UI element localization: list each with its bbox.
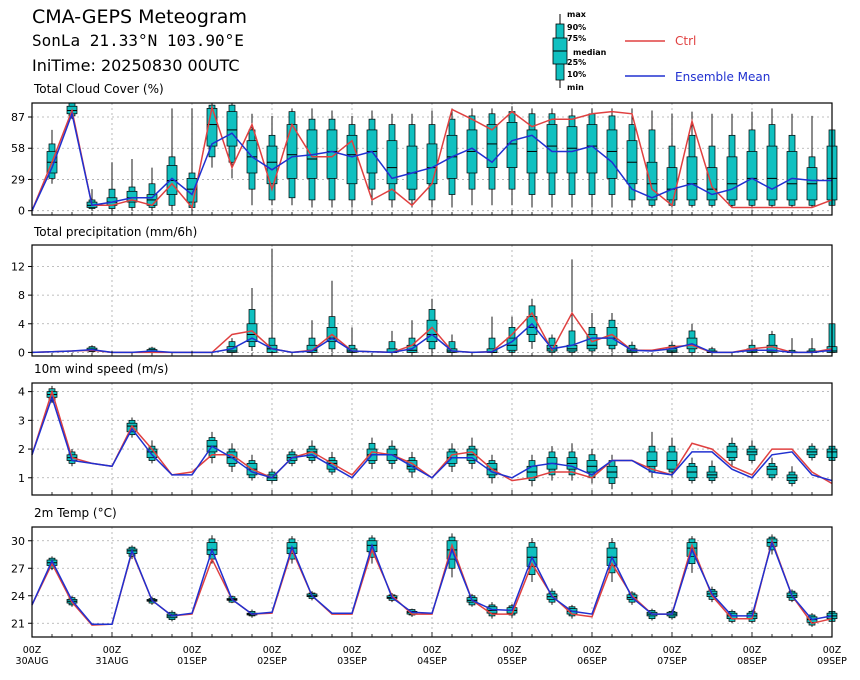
box-inner — [406, 460, 418, 470]
x-tick-label-hour: 00Z — [743, 645, 762, 656]
x-tick-label-date: 01SEP — [177, 656, 207, 667]
box-inner — [326, 460, 338, 470]
box-inner — [406, 145, 418, 190]
y-tick-label: 21 — [11, 617, 25, 630]
box-inner — [346, 134, 358, 185]
y-tick-label: 27 — [11, 562, 25, 575]
init-time-label: IniTime: 20250830 00UTC — [32, 56, 240, 75]
legend-box-label: 90% — [567, 23, 586, 32]
x-tick-label-hour: 00Z — [183, 645, 202, 656]
y-tick-label: 0 — [18, 346, 25, 359]
panel-title: 10m wind speed (m/s) — [34, 362, 168, 376]
header: CMA-GEPS Meteogram SonLa 21.33°N 103.90°… — [0, 0, 860, 100]
panel-2: Total precipitation (mm/6h) 0 4 8 12 — [11, 225, 838, 359]
y-tick-label: 12 — [11, 260, 25, 273]
box-inner — [266, 145, 278, 185]
legend-box-label: median — [573, 48, 607, 57]
legend-box-label: 10% — [567, 70, 586, 79]
x-tick-label-hour: 00Z — [583, 645, 602, 656]
box-inner — [546, 124, 558, 174]
x-tick-label-date: 07SEP — [657, 656, 687, 667]
legend-mean-label: Ensemble Mean — [675, 70, 770, 84]
y-tick-label: 2 — [18, 443, 25, 456]
legend-box-label: min — [567, 83, 584, 92]
x-tick-label-date: 05SEP — [497, 656, 527, 667]
y-tick-label: 8 — [18, 289, 25, 302]
x-tick-label-date: 03SEP — [337, 656, 367, 667]
y-tick-label: 1 — [18, 472, 25, 485]
mean-series-line — [31, 111, 832, 212]
x-tick-label-date: 04SEP — [417, 656, 447, 667]
box-inner — [246, 323, 258, 343]
panel-3: 10m wind speed (m/s) 1 2 3 4 — [18, 362, 838, 496]
x-tick-label-hour: 00Z — [423, 645, 442, 656]
panel-1: Total Cloud Cover (%) 0 29 58 87 — [11, 82, 838, 218]
box-inner — [526, 316, 538, 335]
y-tick-label: 58 — [11, 142, 25, 155]
mean-series-line — [31, 395, 833, 482]
box-inner — [326, 129, 338, 179]
x-tick-label-hour: 00Z — [663, 645, 682, 656]
y-tick-label: 4 — [18, 318, 25, 331]
x-tick-label-date: 09SEP — [817, 656, 847, 667]
x-tick-label-date: 02SEP — [257, 656, 287, 667]
box-inner — [486, 124, 498, 168]
x-tick-label-hour: 00Z — [23, 645, 42, 656]
x-tick-label-hour: 00Z — [503, 645, 522, 656]
box-inner — [586, 124, 598, 174]
x-tick-label-date: 08SEP — [737, 656, 767, 667]
box-inner — [746, 151, 758, 201]
ctrl-series-line — [31, 104, 833, 211]
y-tick-label: 29 — [11, 173, 25, 186]
box-inner — [766, 465, 778, 476]
y-tick-label: 30 — [11, 535, 25, 548]
y-tick-label: 0 — [18, 205, 25, 218]
panel-title: Total precipitation (mm/6h) — [33, 225, 197, 239]
panel-title: Total Cloud Cover (%) — [33, 82, 164, 96]
box-inner — [786, 151, 798, 201]
box-inner — [606, 129, 618, 179]
x-tick-label-date: 06SEP — [577, 656, 607, 667]
box-inner — [226, 111, 238, 147]
y-tick-label: 87 — [11, 111, 25, 124]
box-outer — [568, 330, 576, 353]
box-inner — [166, 165, 178, 195]
mean-series-line — [31, 540, 833, 625]
box-inner — [126, 190, 138, 203]
panel-4: 2m Temp (°C) 21 24 27 30 — [11, 506, 838, 638]
y-tick-label: 4 — [18, 386, 25, 399]
chart-title: CMA-GEPS Meteogram — [32, 6, 247, 28]
x-tick-label-hour: 00Z — [343, 645, 362, 656]
x-tick-label-hour: 00Z — [823, 645, 842, 656]
box-inner — [286, 124, 298, 179]
panel-title: 2m Temp (°C) — [34, 506, 117, 520]
box-inner — [646, 161, 658, 201]
x-tick-label-date: 30AUG — [16, 656, 49, 667]
legend-box-label: 25% — [567, 58, 586, 67]
box-inner — [706, 167, 718, 201]
x-tick-label-hour: 00Z — [263, 645, 282, 656]
legend-ctrl-label: Ctrl — [675, 34, 696, 48]
location-label: SonLa 21.33°N 103.90°E — [32, 31, 244, 50]
legend-box-label: max — [567, 10, 587, 19]
box-inner — [666, 167, 678, 201]
box-inner — [426, 143, 438, 185]
mean-series-line — [31, 322, 833, 354]
box-inner — [686, 156, 698, 201]
x-axis: 00Z30AUG00Z31AUG00Z01SEP00Z02SEP00Z03SEP… — [16, 645, 848, 667]
box-inner — [306, 344, 318, 353]
box-inner — [386, 140, 398, 185]
y-tick-label: 3 — [18, 414, 25, 427]
legend-box-label: 75% — [567, 34, 586, 43]
box-inner — [646, 451, 658, 467]
y-tick-label: 24 — [11, 590, 25, 603]
box-inner — [726, 156, 738, 201]
box-inner — [766, 145, 778, 201]
x-tick-label-date: 31AUG — [96, 656, 129, 667]
x-tick-label-hour: 00Z — [103, 645, 122, 656]
